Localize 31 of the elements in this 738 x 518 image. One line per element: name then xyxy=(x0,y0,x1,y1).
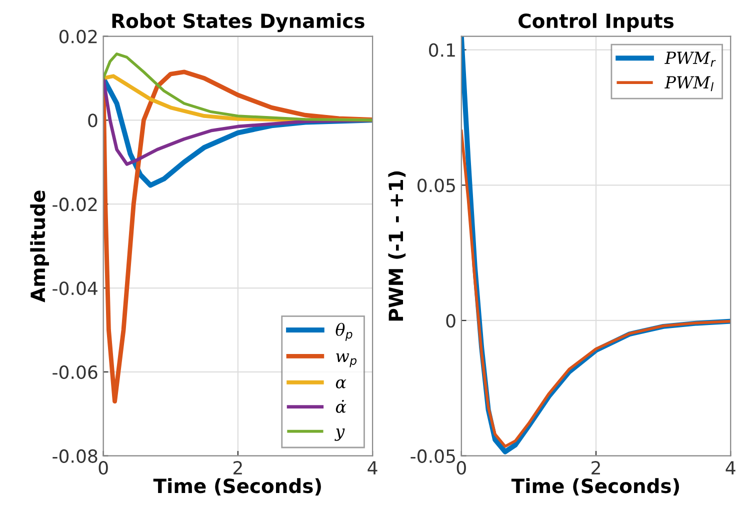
y-tick-label: 0.02 xyxy=(59,30,97,44)
chart-title: Control Inputs xyxy=(518,13,674,32)
legend-label: α̇ xyxy=(336,400,346,413)
legend-label: θ$_{p}$ xyxy=(336,322,352,341)
y-axis-title: PWM (-1 - +1) xyxy=(388,171,406,321)
legend-label: PWM$_{l}$ xyxy=(664,76,714,92)
x-tick-label: 2 xyxy=(234,461,242,474)
x-tick-label: 4 xyxy=(726,461,736,474)
y-tick-label: -0.02 xyxy=(52,198,97,212)
y-tick-label: 0 xyxy=(88,114,98,128)
line-series xyxy=(461,130,731,448)
x-tick-label: 2 xyxy=(592,461,600,474)
x-axis-title: Time (Seconds) xyxy=(511,478,679,496)
y-tick-label: -0.08 xyxy=(52,449,98,463)
chart-title: Robot States Dynamics xyxy=(112,13,364,32)
legend-label: y xyxy=(334,428,345,441)
y-tick-label: -0.04 xyxy=(52,281,98,296)
x-tick-label: 4 xyxy=(368,461,378,474)
legend-label: α xyxy=(336,379,346,388)
legend-label: w$_{p}$ xyxy=(336,353,357,368)
y-tick-label: 0.1 xyxy=(429,43,455,57)
y-axis-title: Amplitude xyxy=(30,190,49,302)
x-tick-label: 0 xyxy=(456,461,466,475)
x-axis-title: Time (Seconds) xyxy=(153,478,321,496)
y-tick-label: -0.05 xyxy=(410,449,455,463)
line-series xyxy=(103,52,373,122)
x-tick-label: 0 xyxy=(98,461,108,475)
legend-label: PWM$_{r}$ xyxy=(664,52,716,67)
y-tick-label: -0.06 xyxy=(52,365,98,380)
y-tick-label: 0.05 xyxy=(418,178,455,192)
y-tick-label: 0 xyxy=(446,314,456,328)
